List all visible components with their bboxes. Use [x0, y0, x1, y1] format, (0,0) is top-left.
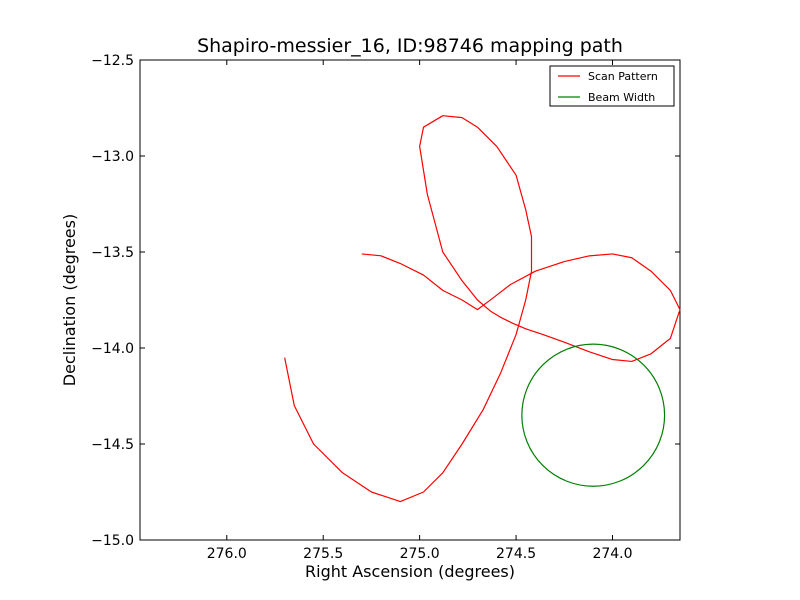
beam-width-circle [521, 343, 666, 487]
y-tick-label: −15.0 [91, 533, 134, 549]
y-tick-label: −12.5 [91, 53, 134, 69]
y-tick-label: −13.5 [91, 245, 134, 261]
legend-label-beam-width: Beam Width [588, 91, 655, 104]
series-layer [284, 115, 681, 503]
y-tick-label: −14.5 [91, 437, 134, 453]
x-tick-label: 275.5 [303, 546, 343, 562]
chart-title: Shapiro-messier_16, ID:98746 mapping pat… [197, 35, 623, 57]
x-axis-label: Right Ascension (degrees) [305, 562, 515, 581]
scan-pattern-line [284, 115, 681, 503]
y-tick-label: −13.0 [91, 149, 134, 165]
plot-area: 276.0 275.5 275.0 274.5 274.0 −12.5 −13.0 −13.… [91, 53, 681, 562]
x-tick-label: 274.5 [496, 546, 536, 562]
y-axis-ticks: −12.5 −13.0 −13.5 −14.0 −14.5 −15.0 [91, 53, 680, 549]
x-tick-label: 275.0 [400, 546, 440, 562]
plot-frame [139, 59, 681, 541]
legend: Scan Pattern Beam Width [549, 65, 675, 107]
y-axis-label: Declination (degrees) [60, 214, 79, 386]
legend-label-scan-pattern: Scan Pattern [588, 70, 658, 83]
x-axis-ticks: 276.0 275.5 275.0 274.5 274.0 [207, 60, 633, 562]
y-tick-label: −14.0 [91, 341, 134, 357]
x-tick-label: 274.0 [592, 546, 632, 562]
legend-box [549, 65, 675, 107]
x-tick-label: 276.0 [207, 546, 247, 562]
